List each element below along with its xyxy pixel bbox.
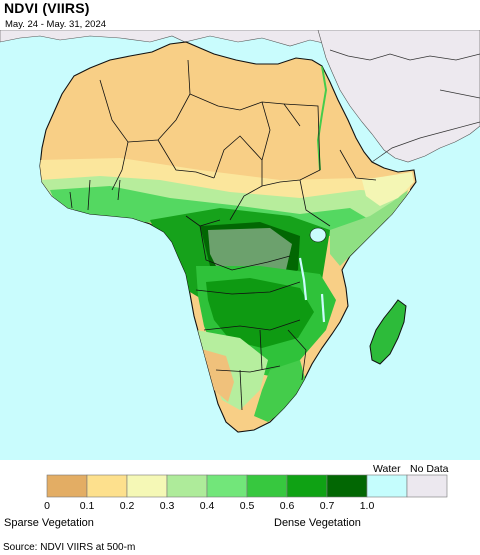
legend (46, 474, 448, 498)
legend-swatch (86, 474, 128, 498)
legend-swatch (326, 474, 368, 498)
vegetation-zones (40, 65, 414, 422)
europe-region (0, 30, 331, 47)
legend-swatch (166, 474, 208, 498)
sparse-vegetation-caption: Sparse Vegetation (4, 517, 94, 529)
date-range: May. 24 - May. 31, 2024 (5, 19, 107, 30)
legend-tick-label: 0.4 (199, 500, 215, 512)
legend-tick-label: 0.3 (159, 500, 175, 512)
ndvi-map (0, 30, 480, 460)
legend-tick-label: 0.2 (119, 500, 135, 512)
map-title: NDVI (VIIRS) (4, 0, 90, 16)
legend-tick-label: 0.6 (279, 500, 295, 512)
legend-swatch (366, 474, 408, 498)
country-borders (69, 59, 377, 411)
legend-tick-label: 1.0 (359, 500, 375, 512)
legend-colorbar (46, 474, 448, 498)
coast-lines (329, 49, 480, 163)
legend-swatch (126, 474, 168, 498)
water-label: Water (373, 463, 401, 475)
legend-swatch (406, 474, 448, 498)
legend-tick-label: 0 (44, 500, 50, 512)
legend-tick-label: 0.5 (239, 500, 255, 512)
legend-swatch (246, 474, 288, 498)
legend-tick-label: 0.7 (319, 500, 335, 512)
dense-vegetation-caption: Dense Vegetation (274, 517, 361, 529)
legend-swatch (46, 474, 88, 498)
source-credit: Source: NDVI VIIRS at 500-m (3, 542, 136, 553)
legend-swatch (206, 474, 248, 498)
legend-tick-label: 0.1 (79, 500, 95, 512)
arabia-region (317, 30, 480, 163)
madagascar (369, 299, 407, 365)
legend-swatch (286, 474, 328, 498)
nodata-label: No Data (410, 463, 449, 475)
